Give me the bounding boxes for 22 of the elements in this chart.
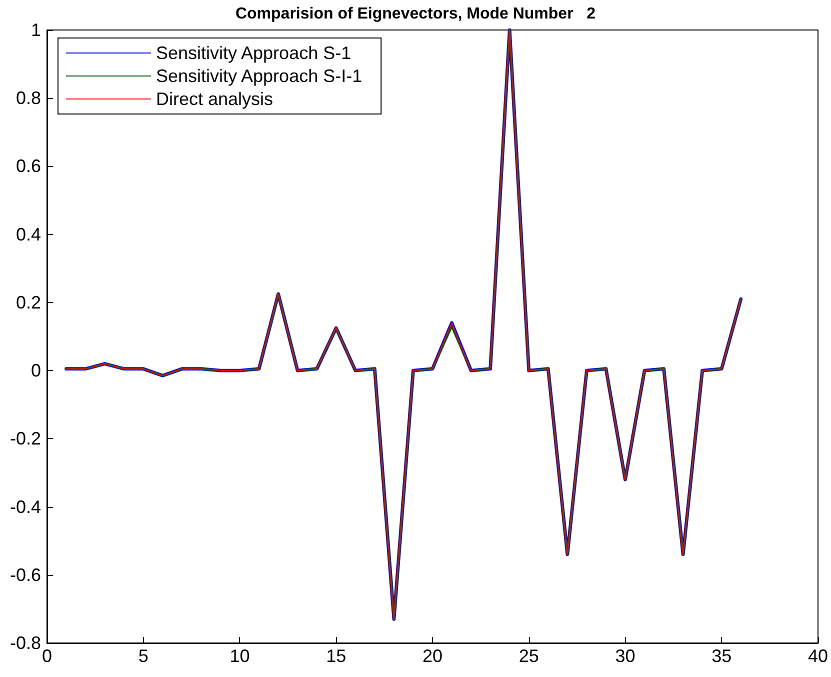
- y-tick-label: -0.6: [10, 564, 41, 585]
- y-tick-label: 0.2: [16, 292, 41, 312]
- y-tick-label: 0: [30, 360, 41, 381]
- x-tick-label: 5: [138, 646, 148, 666]
- x-tick-label: 25: [518, 646, 539, 666]
- y-tick-label: 0.6: [16, 156, 41, 176]
- x-tick-label: 15: [326, 646, 346, 666]
- y-tick-label: 1: [30, 20, 41, 40]
- x-tick-label: 40: [808, 646, 828, 666]
- legend-label: Sensitivity Approach S-1: [156, 43, 352, 63]
- x-tick-label: 35: [712, 646, 732, 666]
- y-tick-label: 0.8: [16, 88, 41, 108]
- y-tick-label: -0.4: [10, 496, 41, 517]
- legend-label: Direct analysis: [156, 89, 274, 109]
- chart-title: Comparision of Eignevectors, Mode Number 2: [235, 6, 596, 22]
- legend-label: Sensitivity Approach S-I-1: [156, 66, 362, 86]
- x-tick-label: 30: [615, 646, 636, 666]
- x-tick-label: 10: [230, 646, 250, 666]
- y-tick-label: -0.8: [10, 633, 41, 653]
- y-tick-label: -0.2: [10, 428, 41, 449]
- x-tick-label: 20: [422, 646, 443, 666]
- y-tick-label: 0.4: [16, 224, 41, 244]
